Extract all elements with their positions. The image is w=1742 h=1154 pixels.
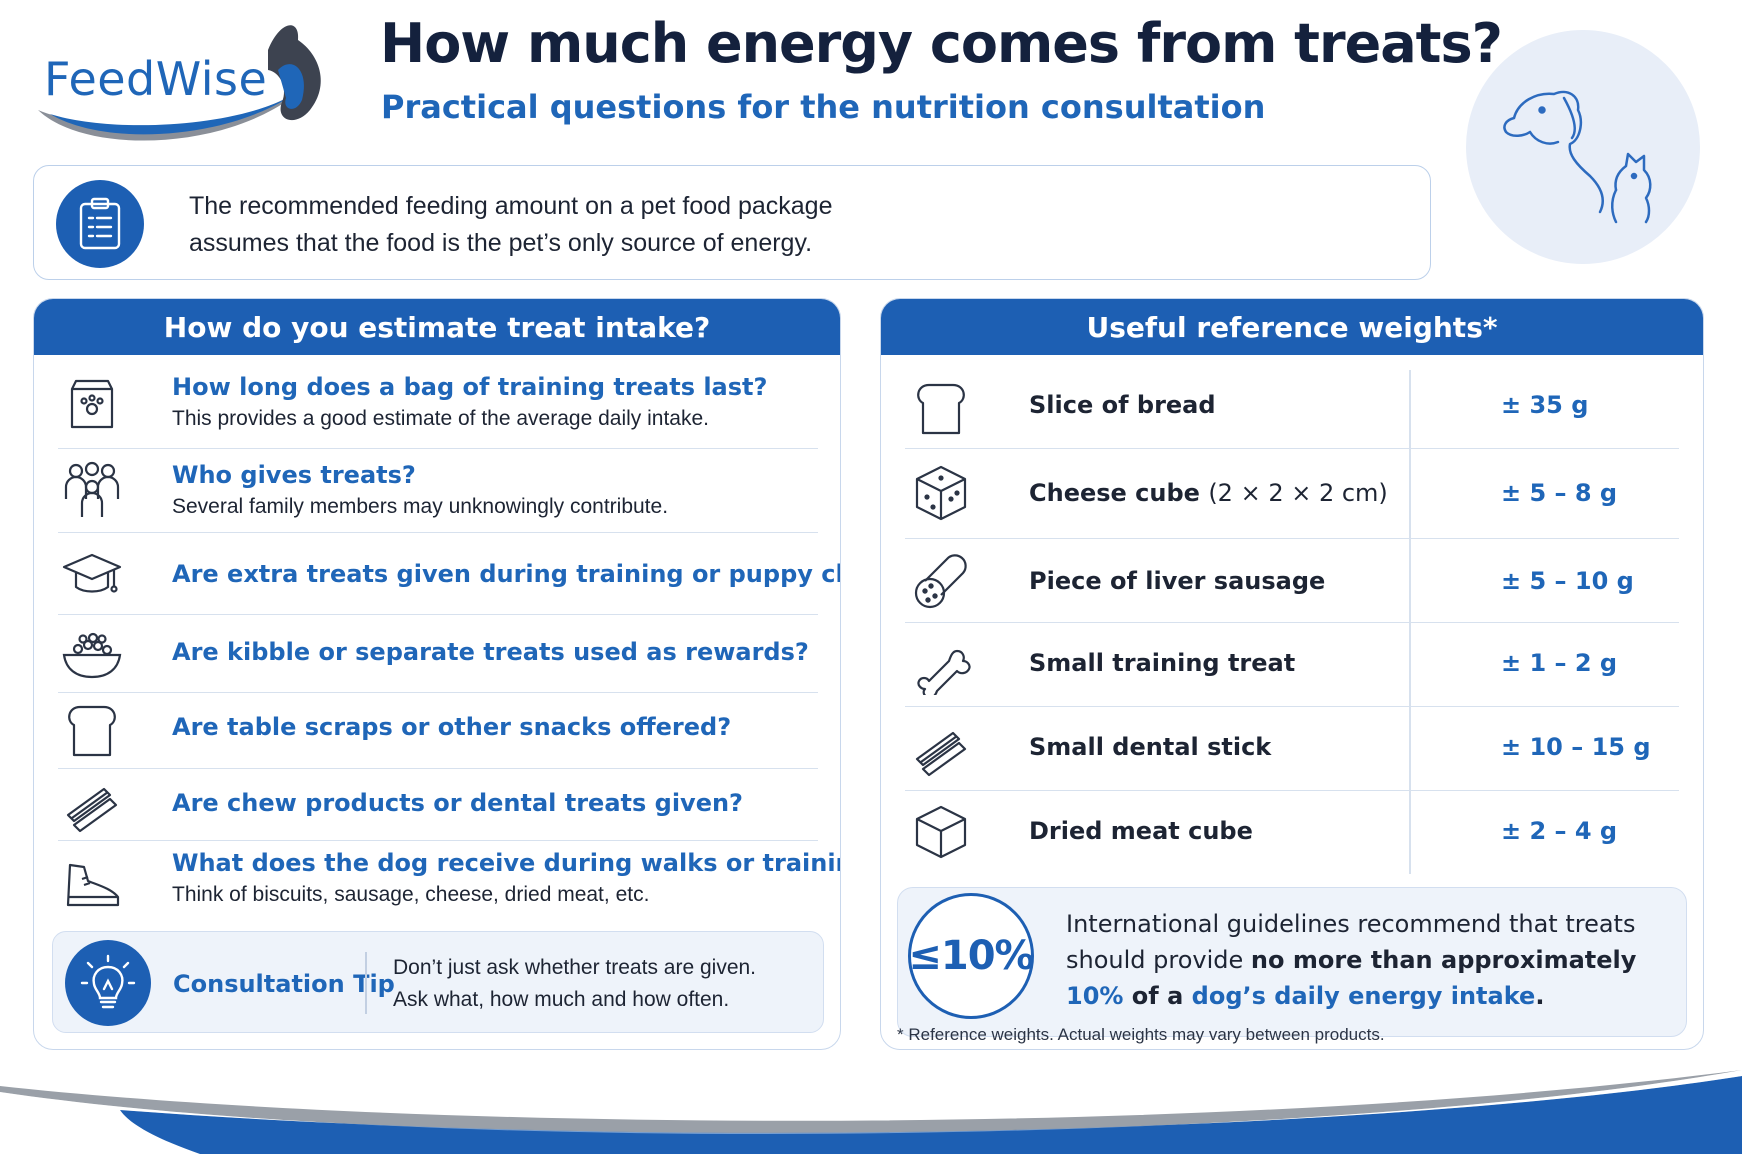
table-column-divider — [1409, 370, 1411, 874]
question-title: Are table scraps or other snacks offered… — [172, 713, 732, 741]
shoe-icon — [62, 855, 122, 915]
weight-value: ± 35 g — [1501, 391, 1589, 419]
consultation-tip: Consultation Tip Don’t just ask whether … — [52, 931, 824, 1033]
bread-icon — [62, 701, 122, 761]
weight-dimension: (2 × 2 × 2 cm) — [1208, 479, 1388, 507]
question-row: How long does a bag of training treats l… — [58, 355, 818, 449]
tip-line-1: Don’t just ask whether treats are given. — [393, 956, 757, 979]
weight-value: ± 2 – 4 g — [1501, 817, 1618, 845]
weight-row: Small training treat ± 1 – 2 g — [905, 623, 1679, 707]
question-row: Are extra treats given during training o… — [58, 533, 840, 615]
sausage-icon — [911, 551, 971, 611]
guideline-box: ≤10% International guidelines recommend … — [897, 887, 1687, 1037]
footnote: * Reference weights. Actual weights may … — [897, 1025, 1385, 1044]
guideline-text: International guidelines recommend that … — [1066, 906, 1676, 1014]
cheese-cube-icon — [911, 463, 971, 523]
brand-logo: FeedWise — [30, 10, 330, 150]
question-sub: Several family members may unknowingly c… — [172, 495, 669, 518]
bottom-swoosh — [0, 1070, 1742, 1154]
question-row: Are table scraps or other snacks offered… — [58, 693, 818, 769]
weight-row: Small dental stick ± 10 – 15 g — [905, 707, 1679, 791]
tip-divider — [365, 952, 367, 1014]
brand-name: FeedWise — [44, 52, 268, 106]
question-row: Who gives treats? Several family members… — [58, 449, 818, 533]
dog-cat-icon — [1503, 90, 1652, 224]
chew-stick-icon — [62, 775, 122, 835]
question-title: Are kibble or separate treats used as re… — [172, 638, 809, 666]
kibble-bowl-icon — [62, 625, 122, 685]
question-title: How long does a bag of training treats l… — [172, 373, 768, 401]
weight-value: ± 10 – 15 g — [1501, 733, 1651, 761]
percent-badge: ≤10% — [908, 893, 1035, 1019]
question-sub: Think of biscuits, sausage, cheese, drie… — [172, 883, 650, 906]
clipboard-icon — [56, 180, 144, 268]
guideline-line-2: should provide no more than approximatel… — [1066, 946, 1637, 974]
dental-stick-icon — [911, 719, 971, 779]
weight-row: Piece of liver sausage ± 5 – 10 g — [905, 539, 1679, 623]
question-title: Are extra treats given during training o… — [172, 560, 840, 588]
guideline-line-3: 10% of a dog’s daily energy intake. — [1066, 982, 1545, 1010]
weight-row: Dried meat cube ± 2 – 4 g — [905, 791, 1679, 875]
question-row: Are chew products or dental treats given… — [58, 769, 818, 841]
treat-intake-panel-title: How do you estimate treat intake? — [34, 299, 840, 355]
question-title: What does the dog receive during walks o… — [172, 849, 841, 877]
meat-cube-icon — [911, 801, 971, 861]
reference-weights-panel: Useful reference weights* Slice of bread… — [880, 298, 1704, 1050]
question-sub: This provides a good estimate of the ave… — [172, 407, 709, 430]
weight-label: Slice of bread — [1029, 391, 1216, 419]
tip-label: Consultation Tip — [173, 970, 395, 998]
tip-text: Don’t just ask whether treats are given.… — [393, 952, 813, 1016]
page-subtitle: Practical questions for the nutrition co… — [381, 88, 1266, 126]
lightbulb-icon — [65, 940, 151, 1026]
weight-label: Small dental stick — [1029, 733, 1272, 761]
question-title: Are chew products or dental treats given… — [172, 789, 743, 817]
weight-value: ± 1 – 2 g — [1501, 649, 1618, 677]
page-title: How much energy comes from treats? — [380, 12, 1503, 75]
weight-value: ± 5 – 10 g — [1501, 567, 1634, 595]
reference-weights-panel-title: Useful reference weights* — [881, 299, 1703, 355]
weight-value: ± 5 – 8 g — [1501, 479, 1618, 507]
tip-line-2: Ask what, how much and how often. — [393, 988, 730, 1011]
dog-cat-illustration — [1466, 30, 1700, 264]
weight-row: Slice of bread ± 35 g — [905, 373, 1679, 449]
bread-slice-icon — [911, 379, 971, 439]
percent-value: ≤10% — [908, 933, 1034, 979]
question-row: Are kibble or separate treats used as re… — [58, 615, 818, 693]
weight-label: Small training treat — [1029, 649, 1296, 677]
intro-line-2: assumes that the food is the pet’s only … — [189, 229, 813, 257]
bone-icon — [911, 635, 971, 699]
family-icon — [62, 459, 122, 519]
weight-row: Cheese cube (2 × 2 × 2 cm) ± 5 – 8 g — [905, 449, 1679, 539]
intro-banner: The recommended feeding amount on a pet … — [33, 165, 1431, 280]
weight-label: Cheese cube (2 × 2 × 2 cm) — [1029, 479, 1388, 507]
pet-silhouette-icon — [38, 25, 321, 141]
weight-label: Piece of liver sausage — [1029, 567, 1326, 595]
question-row: What does the dog receive during walks o… — [58, 841, 840, 925]
graduation-cap-icon — [62, 545, 122, 605]
intro-line-1: The recommended feeding amount on a pet … — [189, 192, 833, 220]
intro-text: The recommended feeding amount on a pet … — [189, 188, 1009, 262]
weight-label: Dried meat cube — [1029, 817, 1253, 845]
question-title: Who gives treats? — [172, 461, 416, 489]
treat-intake-panel: How do you estimate treat intake? How lo… — [33, 298, 841, 1050]
guideline-line-1: International guidelines recommend that … — [1066, 910, 1636, 938]
treat-bag-icon — [62, 373, 122, 433]
